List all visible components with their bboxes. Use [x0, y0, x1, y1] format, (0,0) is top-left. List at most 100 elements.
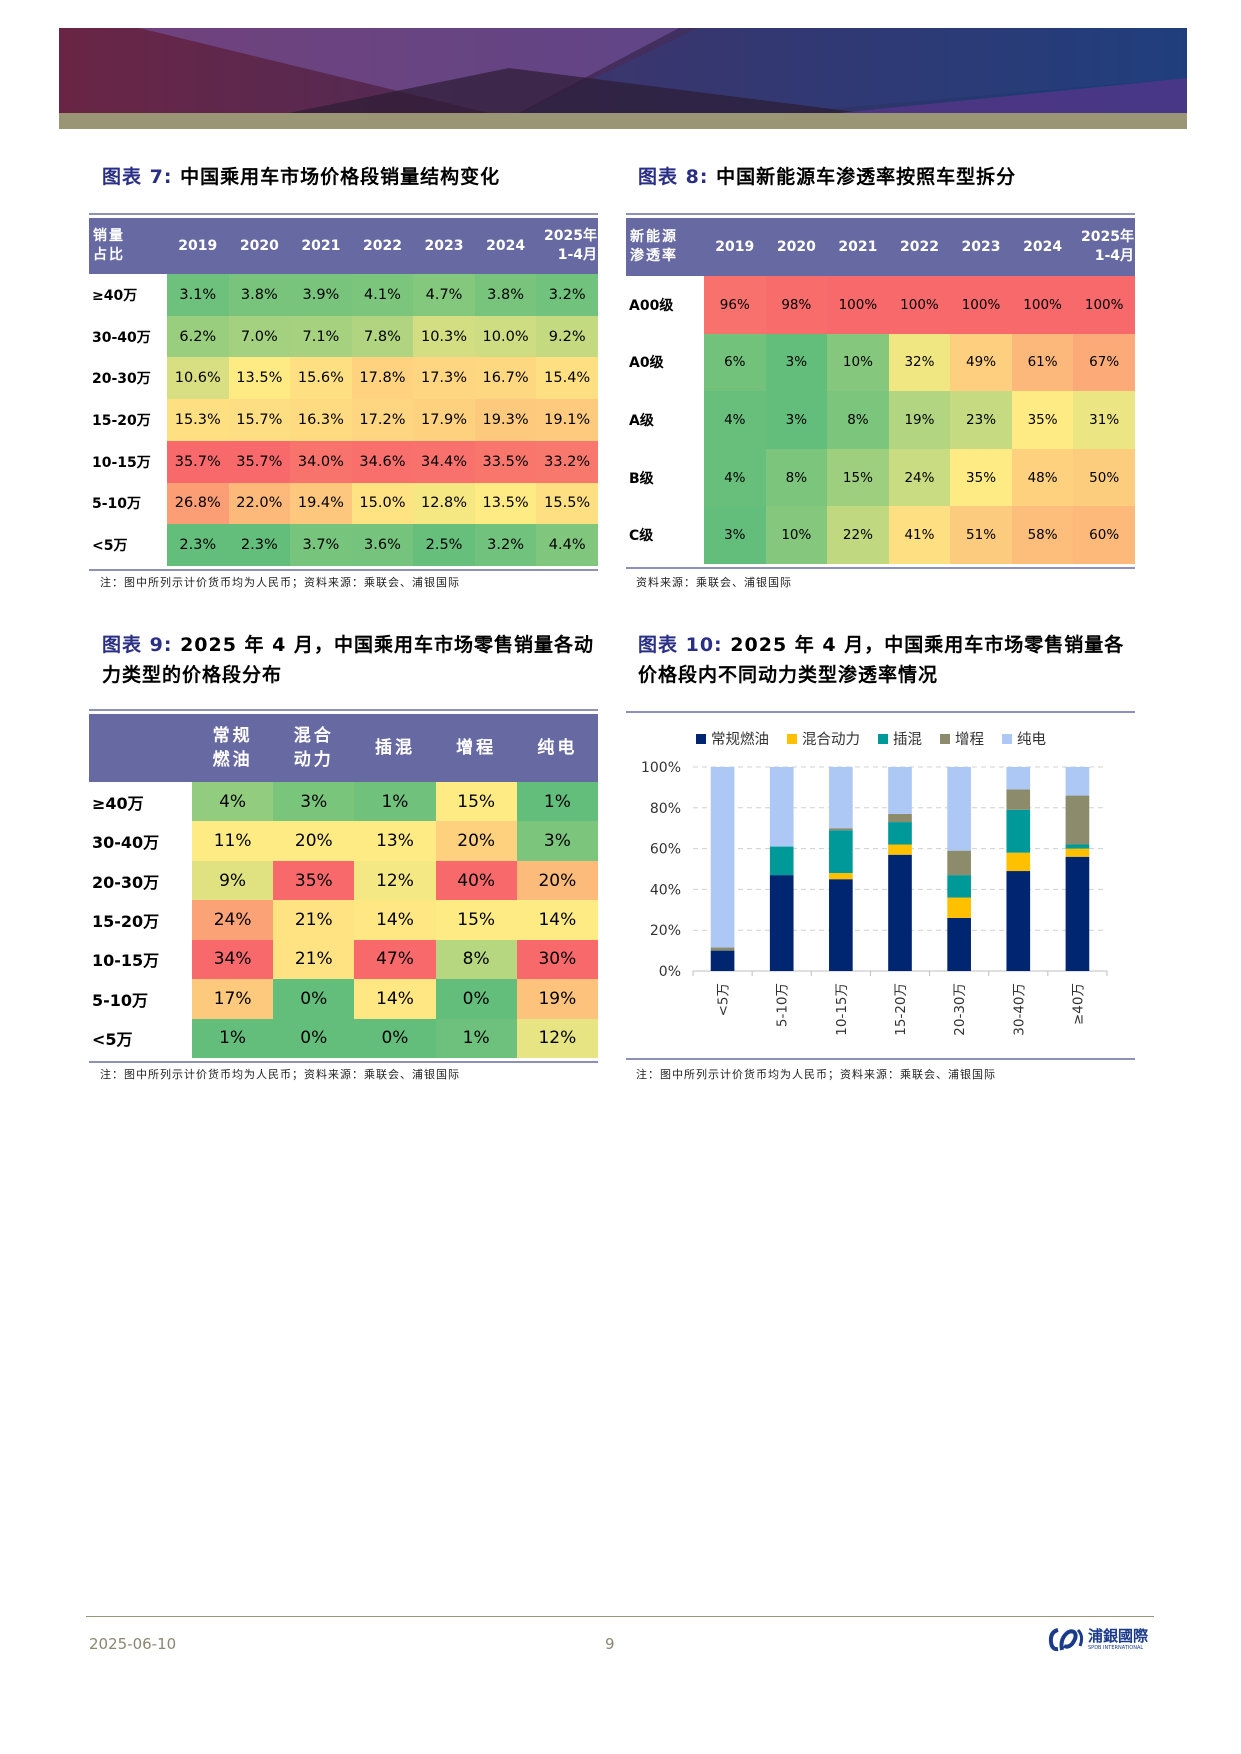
- bar-segment: [1065, 856, 1090, 971]
- table-cell: 21%: [273, 900, 355, 940]
- page-number: 9: [605, 1635, 615, 1653]
- table-cell: 20%: [273, 821, 355, 861]
- table-cell: 35%: [1011, 391, 1074, 449]
- column-header: 2024: [474, 218, 537, 274]
- column-header: 2025年 1-4月: [1073, 218, 1135, 276]
- table-cell: 3%: [765, 391, 828, 449]
- table-cell: 14%: [354, 900, 436, 940]
- table-cell: 100%: [1073, 276, 1135, 334]
- table-cell: 15.6%: [290, 357, 352, 400]
- bar-segment: [769, 846, 794, 876]
- table-cell: 12.8%: [413, 482, 475, 525]
- x-tick-label: ≥40万: [1070, 983, 1086, 1025]
- table-cell: 10.3%: [413, 315, 475, 358]
- table-cell: 35%: [273, 860, 355, 901]
- table-cell: 3.9%: [290, 274, 352, 316]
- table-cell: 35.7%: [228, 440, 291, 483]
- table-cell: 96%: [704, 276, 766, 334]
- bar-segment: [1006, 789, 1031, 810]
- column-header: 插混: [354, 714, 436, 782]
- column-header: 2020: [765, 218, 828, 276]
- table-row: 20-30万 9% 35% 12% 40% 20%: [89, 860, 598, 901]
- table-cell: 0%: [273, 1018, 355, 1058]
- table-cell: 15%: [827, 448, 889, 507]
- table-cell: 35%: [950, 448, 1012, 507]
- bar-segment: [1065, 767, 1090, 796]
- table-cell: 19%: [516, 979, 598, 1019]
- table-cell: 4.7%: [413, 274, 475, 316]
- table-cell: 16.7%: [474, 357, 537, 400]
- legend-item: 插混: [878, 728, 922, 749]
- table-cell: 3.2%: [536, 274, 598, 316]
- spdb-logo: 浦銀國際 SPDB INTERNATIONAL: [1048, 1626, 1148, 1654]
- table-cell: 3%: [273, 782, 355, 822]
- bar-segment: [1065, 844, 1090, 849]
- legend-item: 纯电: [1002, 728, 1046, 749]
- row-label: ≥40万: [89, 782, 192, 822]
- fig8-title-text: 中国新能源车渗透率按照车型拆分: [716, 166, 1017, 188]
- table-cell: 2.5%: [413, 524, 475, 566]
- table-cell: 3.8%: [474, 274, 537, 316]
- column-header: 混合 动力: [273, 714, 355, 782]
- table-cell: 33.5%: [474, 440, 537, 483]
- table-cell: 23%: [950, 391, 1012, 449]
- table-cell: 19.4%: [290, 482, 352, 525]
- table-cell: 100%: [1011, 276, 1074, 334]
- table-cell: 9.2%: [536, 315, 598, 358]
- logo-subtext: SPDB INTERNATIONAL: [1088, 1645, 1144, 1651]
- table-cell: 17.8%: [351, 357, 414, 400]
- bar-segment: [1006, 809, 1031, 853]
- row-label: A00级: [626, 276, 704, 334]
- fig8-label: 图表 8:: [638, 166, 709, 188]
- table-cell: 15.4%: [536, 357, 598, 400]
- column-header: 2022: [888, 218, 951, 276]
- table-cell: 100%: [888, 276, 951, 334]
- table-row: 15-20万 24% 21% 14% 15% 14%: [89, 900, 598, 940]
- table-cell: 14%: [516, 900, 598, 940]
- bar-segment: [947, 875, 971, 898]
- table-cell: 67%: [1073, 333, 1135, 392]
- table-cell: 100%: [950, 276, 1012, 334]
- bar-segment: [829, 830, 853, 874]
- column-header: 2020: [228, 218, 291, 274]
- table-cell: 17%: [192, 979, 274, 1019]
- table-cell: 19.1%: [536, 399, 598, 441]
- table-cell: 4%: [704, 448, 766, 507]
- table-cell: 10.0%: [474, 315, 537, 358]
- table-cell: 3.2%: [474, 524, 537, 566]
- row-label: 10-15万: [89, 440, 167, 483]
- column-header: 2023: [413, 218, 475, 274]
- table-cell: 15.5%: [536, 482, 598, 525]
- table-cell: 61%: [1011, 333, 1074, 392]
- legend-item: 混合动力: [787, 728, 860, 749]
- fig9-label: 图表 9:: [102, 634, 173, 656]
- column-header: 2019: [704, 218, 766, 276]
- table-cell: 51%: [950, 506, 1012, 564]
- table-cell: 16.3%: [290, 399, 352, 441]
- fig10-note: 注：图中所列示计价货币均为人民币；资料来源：乘联会、浦银国际: [636, 1068, 996, 1081]
- y-tick-label: 80%: [650, 801, 681, 817]
- fig10-title: 图表 10: 2025 年 4 月，中国乘用车市场零售销量各价格段内不同动力类型…: [638, 630, 1138, 690]
- table-cell: 3%: [765, 333, 828, 392]
- table-cell: 15.3%: [167, 399, 229, 441]
- table-cell: 0%: [435, 979, 517, 1019]
- chart-legend: 常规燃油 混合动力 插混 增程 纯电: [696, 728, 1046, 749]
- bar-segment: [947, 917, 971, 971]
- table-row: A0级 6% 3% 10% 32% 49% 61% 67%: [626, 333, 1135, 392]
- row-label: 20-30万: [89, 357, 167, 400]
- fig7-note: 注：图中所列示计价货币均为人民币；资料来源：乘联会、浦银国际: [100, 576, 460, 589]
- fig8-table: 新能源 渗透率 2019 2020 2021 2022 2023 2024 2025年 1-4月 A…: [626, 213, 1135, 569]
- corner-header: 销量 占比: [89, 218, 167, 274]
- bar-segment: [710, 950, 735, 971]
- table-cell: 15.0%: [351, 482, 414, 525]
- table-row: 20-30万 10.6% 13.5% 15.6% 17.8% 17.3% 16.7% 15.4…: [89, 357, 598, 400]
- legend-label: 纯电: [1017, 732, 1046, 748]
- bar-segment: [829, 879, 853, 971]
- row-label: 10-15万: [89, 939, 192, 980]
- table-cell: 3.8%: [228, 274, 291, 316]
- row-label: 20-30万: [89, 860, 192, 901]
- table-cell: 34.0%: [290, 440, 352, 483]
- bar-segment: [829, 873, 853, 880]
- corner-header: [89, 714, 192, 782]
- fig9-table: 常规 燃油 混合 动力 插混 增程 纯电 ≥40万 4% 3% 1% 15% 1% 30-40万 11% 20…: [89, 709, 598, 1063]
